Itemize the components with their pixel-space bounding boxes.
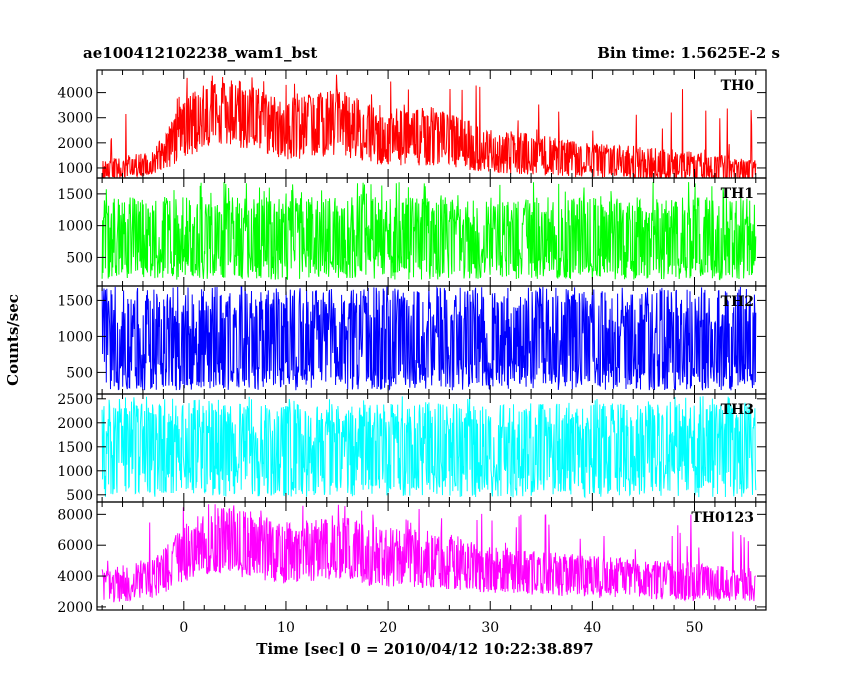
panel-label: TH0 <box>721 78 755 94</box>
x-axis-label: Time [sec] 0 = 2010/04/12 10:22:38.897 <box>256 640 593 658</box>
chart-subtitle: Bin time: 1.5625E-2 s <box>597 44 780 62</box>
y-tick-label: 3000 <box>57 111 93 127</box>
y-tick-label: 4000 <box>57 569 93 585</box>
y-tick-label: 6000 <box>57 538 93 554</box>
y-tick-label: 1500 <box>57 187 93 203</box>
y-tick-label: 1500 <box>57 293 93 309</box>
series-th3 <box>101 396 757 499</box>
series-th0 <box>101 74 757 178</box>
panel-label: TH1 <box>721 186 754 202</box>
x-tick-label: 30 <box>481 620 499 636</box>
y-tick-label: 8000 <box>57 507 93 523</box>
y-axis-label: Counts/sec <box>4 294 22 386</box>
y-tick-label: 2000 <box>57 136 93 152</box>
x-tick-label: 20 <box>379 620 397 636</box>
panel-th1: 500 1000 1500 TH1 <box>57 177 767 287</box>
y-tick-label: 500 <box>66 250 93 266</box>
panel-label: TH2 <box>721 294 754 310</box>
y-tick-label: 2000 <box>57 600 93 616</box>
y-tick-label: 4000 <box>57 86 93 102</box>
series-th2 <box>101 286 757 392</box>
panel-th2: 500 1000 1500 TH2 <box>57 285 767 395</box>
y-tick-label: 1000 <box>57 219 93 235</box>
x-tick-label: 40 <box>583 620 601 636</box>
panel-frame <box>96 501 767 611</box>
y-tick-label: 1500 <box>57 440 93 456</box>
y-tick-label: 2500 <box>57 392 93 408</box>
panel-th0: 1000 2000 3000 4000 TH0 <box>57 69 767 179</box>
y-tick-label: 2000 <box>57 416 93 432</box>
panel-label: TH3 <box>721 402 754 418</box>
x-tick-label: 50 <box>686 620 704 636</box>
chart-title: ae100412102238_wam1_bst <box>83 44 318 62</box>
y-tick-label: 1000 <box>57 161 93 177</box>
panel-th3: 500 1000 1500 2000 2500 TH3 <box>57 392 767 504</box>
x-tick-label: 10 <box>277 620 295 636</box>
y-tick-label: 1000 <box>57 464 93 480</box>
panel-frame <box>96 69 767 179</box>
series-th1 <box>101 181 757 281</box>
y-tick-label: 1000 <box>57 329 93 345</box>
y-tick-label: 500 <box>66 365 93 381</box>
x-tick-label: 0 <box>179 620 188 636</box>
panel-label: TH0123 <box>691 510 754 526</box>
panel-th0123: 2000 4000 6000 8000 TH0123 <box>57 501 767 616</box>
y-tick-label: 500 <box>66 488 93 504</box>
series-th0123 <box>101 504 756 603</box>
